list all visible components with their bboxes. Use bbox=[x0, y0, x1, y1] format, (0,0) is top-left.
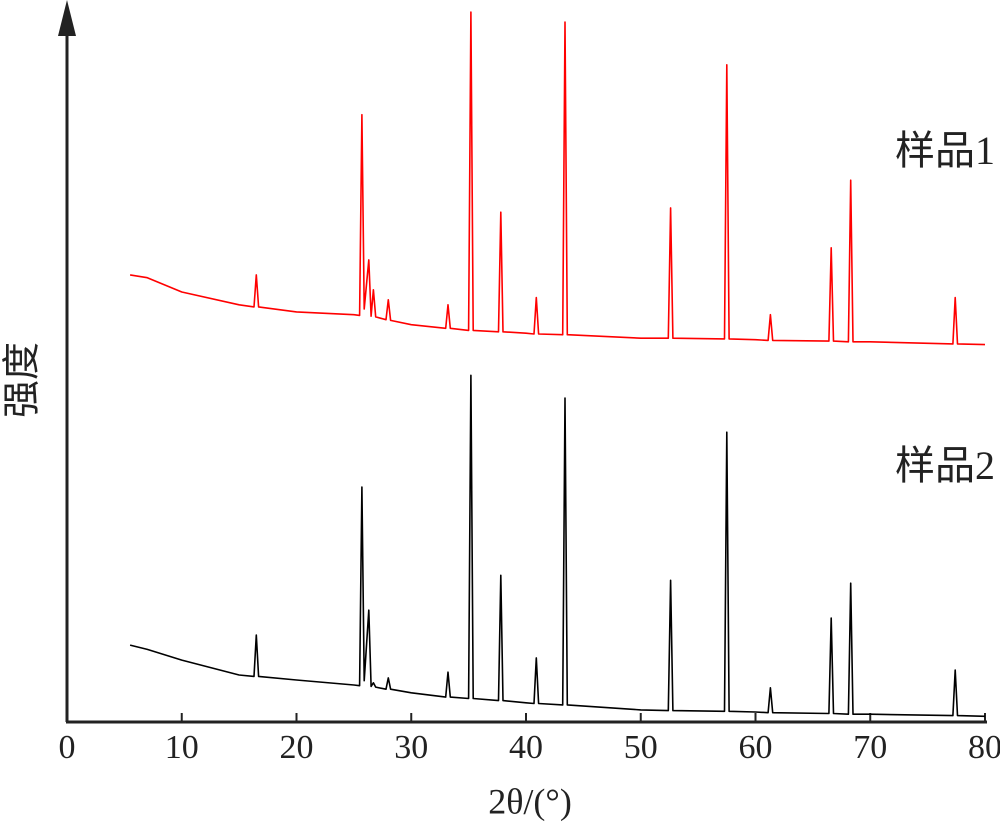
x-tick-label: 40 bbox=[509, 729, 543, 766]
x-tick-label: 10 bbox=[165, 729, 199, 766]
x-axis-label: 2θ/(°) bbox=[488, 781, 572, 821]
y-axis-label: 强度 bbox=[2, 342, 44, 418]
x-tick-label: 0 bbox=[59, 729, 76, 766]
x-tick-label: 20 bbox=[280, 729, 314, 766]
series-line bbox=[129, 11, 986, 346]
x-tick-label: 30 bbox=[394, 729, 428, 766]
x-tick-label: 80 bbox=[968, 729, 1000, 766]
y-axis-arrow bbox=[58, 0, 76, 36]
series-label: 样品2 bbox=[895, 443, 995, 488]
x-tick-label: 60 bbox=[739, 729, 773, 766]
x-tick-label: 70 bbox=[853, 729, 887, 766]
series-line bbox=[129, 374, 986, 718]
x-tick-label: 50 bbox=[624, 729, 658, 766]
series-label: 样品1 bbox=[895, 128, 995, 173]
